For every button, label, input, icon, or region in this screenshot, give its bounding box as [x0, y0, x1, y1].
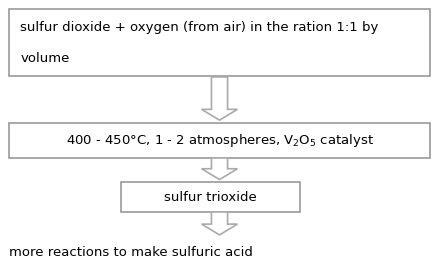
- Polygon shape: [202, 158, 237, 180]
- Text: more reactions to make sulfuric acid: more reactions to make sulfuric acid: [9, 246, 253, 259]
- FancyBboxPatch shape: [9, 123, 430, 158]
- FancyBboxPatch shape: [9, 9, 430, 76]
- Text: sulfur trioxide: sulfur trioxide: [164, 191, 257, 204]
- Text: 400 - 450°C, 1 - 2 atmospheres, V$_2$O$_5$ catalyst: 400 - 450°C, 1 - 2 atmospheres, V$_2$O$_…: [65, 132, 374, 149]
- FancyBboxPatch shape: [121, 182, 300, 212]
- Polygon shape: [202, 77, 237, 120]
- Polygon shape: [202, 212, 237, 235]
- Text: sulfur dioxide + oxygen (from air) in the ration 1:1 by: sulfur dioxide + oxygen (from air) in th…: [20, 22, 379, 35]
- Text: volume: volume: [20, 52, 69, 65]
